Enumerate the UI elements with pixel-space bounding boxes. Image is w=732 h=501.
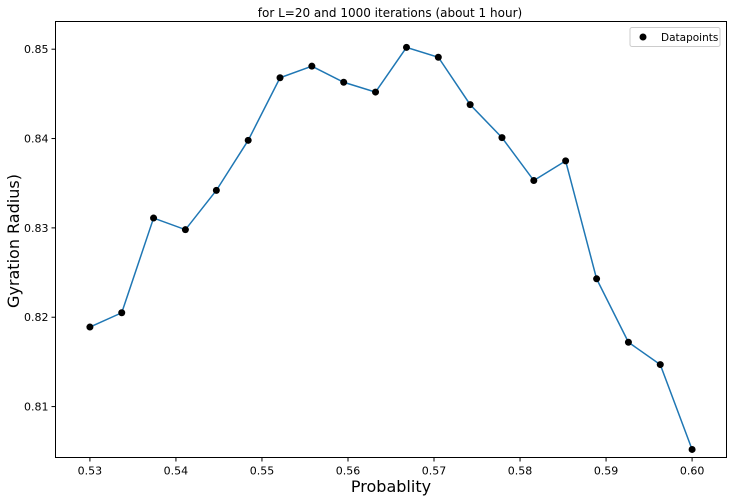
data-point [434, 53, 442, 61]
data-point [150, 214, 158, 222]
data-point [656, 361, 664, 369]
x-axis-label: Probablity [351, 477, 431, 496]
data-point [212, 186, 220, 194]
data-point [276, 74, 284, 82]
data-point [181, 226, 189, 234]
data-point [498, 134, 506, 142]
data-point [402, 43, 410, 51]
x-tick-label: 0.54 [164, 465, 189, 478]
y-axis-label: Gyration Radius) [4, 174, 23, 308]
data-point [244, 136, 252, 144]
legend-label: Datapoints [661, 32, 718, 44]
data-point [466, 101, 474, 109]
axis-ticks: 0.53 0.54 0.55 0.56 0.57 0.58 0.59 0.60 0.81 0.82… [24, 43, 704, 477]
x-tick-label: 0.58 [508, 465, 533, 478]
x-tick-label: 0.57 [422, 465, 447, 478]
plot-frame [55, 21, 727, 458]
y-tick-label: 0.82 [24, 311, 49, 324]
y-tick-label: 0.81 [24, 401, 49, 414]
x-tick-label: 0.56 [336, 465, 361, 478]
data-point [118, 309, 126, 317]
data-point [593, 275, 601, 283]
legend: Datapoints [629, 27, 721, 47]
legend-marker [639, 33, 647, 41]
series-line [89, 46, 693, 450]
data-point [688, 445, 696, 453]
data-point [86, 323, 94, 331]
data-point [372, 88, 380, 96]
plot-area [55, 21, 727, 458]
x-tick-label: 0.59 [594, 465, 619, 478]
y-tick-label: 0.84 [24, 133, 49, 146]
data-point [562, 157, 570, 165]
data-point [340, 78, 348, 86]
x-tick-label: 0.53 [78, 465, 103, 478]
chart-title: for L=20 and 1000 iterations (about 1 ho… [258, 6, 522, 20]
y-tick-label: 0.83 [24, 222, 49, 235]
data-point [308, 62, 316, 70]
x-tick-label: 0.55 [250, 465, 275, 478]
data-point [624, 338, 632, 346]
data-point [530, 177, 538, 185]
y-tick-label: 0.85 [24, 43, 49, 56]
legend-frame [629, 27, 721, 47]
x-tick-label: 0.60 [680, 465, 705, 478]
data-layer [86, 43, 696, 453]
